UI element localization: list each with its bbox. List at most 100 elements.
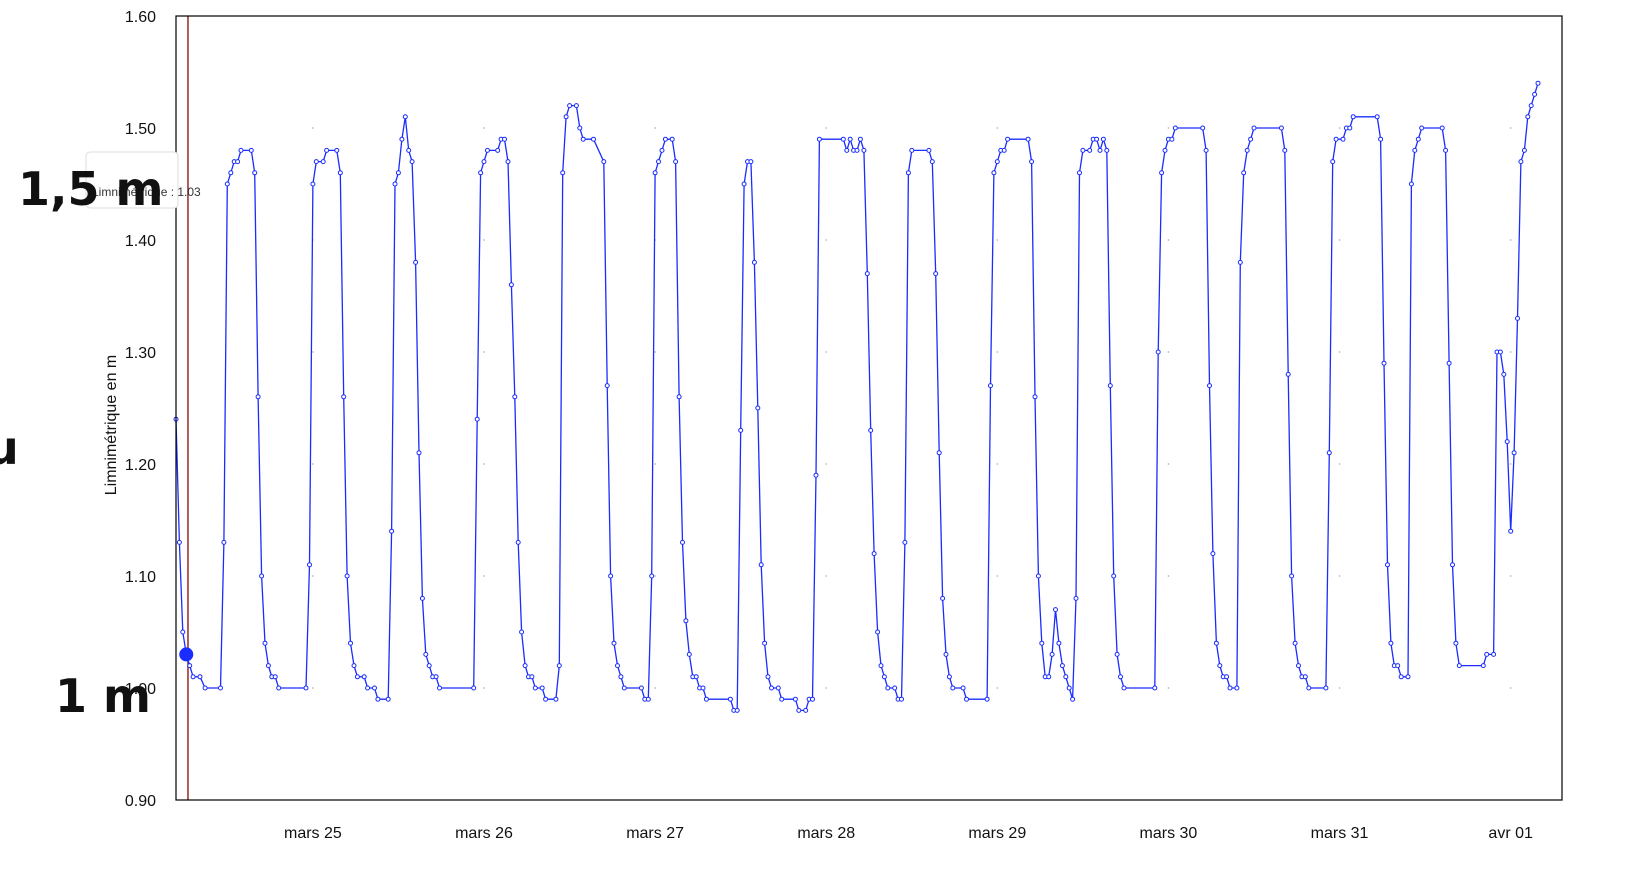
data-point[interactable] xyxy=(502,136,507,142)
data-point[interactable] xyxy=(693,674,699,680)
data-point[interactable] xyxy=(320,159,326,165)
data-point[interactable] xyxy=(703,696,709,702)
data-point[interactable] xyxy=(813,472,819,478)
data-point[interactable] xyxy=(248,147,254,153)
data-point[interactable] xyxy=(341,394,347,400)
data-point[interactable] xyxy=(176,539,182,545)
data-point[interactable] xyxy=(389,528,395,534)
data-point[interactable] xyxy=(471,685,477,691)
data-point[interactable] xyxy=(1080,147,1086,153)
data-point[interactable] xyxy=(964,696,969,702)
data-point[interactable] xyxy=(1035,573,1041,579)
data-point[interactable] xyxy=(864,271,870,277)
data-point[interactable] xyxy=(645,696,651,702)
data-point[interactable] xyxy=(748,159,754,165)
data-point[interactable] xyxy=(416,450,422,456)
data-point[interactable] xyxy=(1159,170,1165,176)
data-point[interactable] xyxy=(484,147,490,153)
data-point[interactable] xyxy=(197,674,203,680)
data-point[interactable] xyxy=(755,405,761,411)
data-point[interactable] xyxy=(652,170,658,176)
data-point[interactable] xyxy=(221,539,227,545)
data-point[interactable] xyxy=(348,640,353,646)
data-point[interactable] xyxy=(1100,136,1106,142)
data-point[interactable] xyxy=(1162,147,1168,153)
data-point[interactable] xyxy=(354,674,360,680)
data-point[interactable] xyxy=(337,170,343,176)
data-point[interactable] xyxy=(419,595,425,601)
hover-point[interactable] xyxy=(179,647,194,662)
data-point[interactable] xyxy=(1289,573,1295,579)
data-point[interactable] xyxy=(1059,663,1065,669)
data-point[interactable] xyxy=(604,383,610,389)
data-point[interactable] xyxy=(1046,674,1052,680)
data-point[interactable] xyxy=(187,663,193,669)
data-point[interactable] xyxy=(762,640,768,646)
data-point[interactable] xyxy=(1063,674,1069,680)
data-point[interactable] xyxy=(265,663,271,669)
data-point[interactable] xyxy=(344,573,350,579)
data-point[interactable] xyxy=(238,147,244,153)
data-point[interactable] xyxy=(1234,685,1240,691)
data-point[interactable] xyxy=(1210,551,1216,557)
data-point[interactable] xyxy=(262,640,268,646)
data-point[interactable] xyxy=(1025,136,1031,142)
data-point[interactable] xyxy=(929,159,935,165)
data-point[interactable] xyxy=(1302,674,1308,680)
data-point[interactable] xyxy=(560,170,566,176)
data-point[interactable] xyxy=(1395,663,1401,669)
data-point[interactable] xyxy=(885,685,891,691)
data-point[interactable] xyxy=(1535,80,1541,86)
data-point[interactable] xyxy=(1207,383,1212,389)
data-point[interactable] xyxy=(365,685,371,691)
data-point[interactable] xyxy=(1450,562,1455,568)
data-point[interactable] xyxy=(892,685,898,691)
data-point[interactable] xyxy=(1453,640,1459,646)
data-point[interactable] xyxy=(1114,651,1120,657)
data-point[interactable] xyxy=(437,685,442,691)
data-point[interactable] xyxy=(1121,685,1127,691)
data-point[interactable] xyxy=(1056,640,1062,646)
data-point[interactable] xyxy=(621,685,627,691)
data-point[interactable] xyxy=(1508,528,1514,534)
data-point[interactable] xyxy=(313,159,319,165)
data-point[interactable] xyxy=(553,696,559,702)
data-point[interactable] xyxy=(334,147,340,153)
data-point[interactable] xyxy=(413,259,419,265)
data-point[interactable] xyxy=(861,147,867,153)
data-point[interactable] xyxy=(276,685,282,691)
data-point[interactable] xyxy=(1029,159,1035,165)
data-point[interactable] xyxy=(779,696,785,702)
data-point[interactable] xyxy=(307,562,312,568)
data-point[interactable] xyxy=(700,685,706,691)
data-point[interactable] xyxy=(1155,349,1161,355)
data-point[interactable] xyxy=(180,629,186,635)
data-point[interactable] xyxy=(1097,147,1103,153)
data-point[interactable] xyxy=(1066,685,1072,691)
data-point[interactable] xyxy=(991,170,997,176)
data-point[interactable] xyxy=(1172,125,1178,131)
data-point[interactable] xyxy=(940,595,946,601)
data-point[interactable] xyxy=(573,103,579,109)
data-point[interactable] xyxy=(926,147,932,153)
data-point[interactable] xyxy=(933,271,939,277)
data-point[interactable] xyxy=(988,383,993,389)
data-point[interactable] xyxy=(769,685,774,691)
data-point[interactable] xyxy=(259,573,265,579)
data-point[interactable] xyxy=(481,159,487,165)
data-point[interactable] xyxy=(680,539,685,545)
data-point[interactable] xyxy=(1237,259,1243,265)
data-point[interactable] xyxy=(1073,595,1079,601)
data-point[interactable] xyxy=(854,147,860,153)
data-point[interactable] xyxy=(796,707,802,713)
data-point[interactable] xyxy=(878,663,884,669)
data-point[interactable] xyxy=(508,282,514,288)
data-point[interactable] xyxy=(529,674,535,680)
data-point[interactable] xyxy=(505,159,511,165)
data-point[interactable] xyxy=(669,136,675,142)
data-point[interactable] xyxy=(751,259,757,265)
data-point[interactable] xyxy=(1296,663,1301,669)
data-point[interactable] xyxy=(1446,360,1452,366)
data-point[interactable] xyxy=(567,103,573,109)
data-point[interactable] xyxy=(218,685,223,691)
